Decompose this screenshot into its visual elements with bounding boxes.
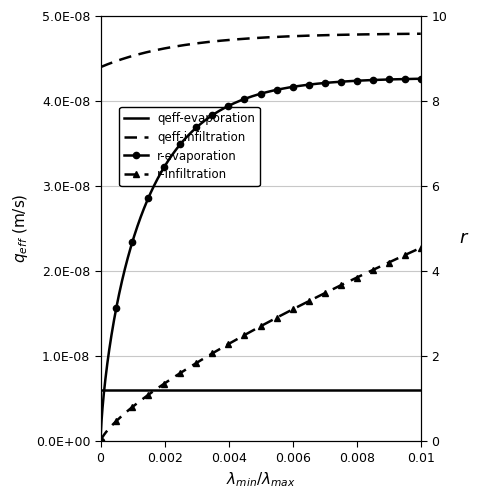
qeff-infiltration (98, 64, 104, 70)
r-evaporation (348, 78, 353, 84)
qeff-infiltration (418, 30, 424, 36)
r-evaporation (131, 236, 136, 242)
qeff-evaporation (239, 387, 244, 393)
r-infiltration (98, 438, 104, 444)
qeff-infiltration (353, 32, 359, 38)
qeff-evaporation (227, 387, 233, 393)
qeff-evaporation (98, 387, 104, 393)
r-infiltration (418, 245, 424, 251)
qeff-evaporation (348, 387, 353, 393)
r-evaporation (227, 102, 233, 108)
qeff-infiltration (131, 52, 136, 59)
r-evaporation (353, 78, 359, 84)
r-infiltration (227, 340, 233, 346)
r-evaporation (98, 438, 104, 444)
Y-axis label: $r$: $r$ (458, 228, 469, 246)
qeff-infiltration (318, 32, 324, 38)
Line: r-infiltration: r-infiltration (97, 244, 424, 444)
r-evaporation (418, 76, 424, 82)
qeff-evaporation (353, 387, 359, 393)
qeff-infiltration (348, 32, 353, 38)
qeff-evaporation (318, 387, 324, 393)
Legend: qeff-evaporation, qeff-infiltration, r-evaporation, r-infiltration: qeff-evaporation, qeff-infiltration, r-e… (120, 107, 260, 186)
Line: qeff-infiltration: qeff-infiltration (101, 34, 421, 67)
qeff-evaporation (418, 387, 424, 393)
r-infiltration (353, 275, 359, 281)
Line: r-evaporation: r-evaporation (97, 76, 424, 444)
r-infiltration (318, 292, 324, 298)
r-evaporation (318, 80, 324, 86)
r-infiltration (348, 278, 353, 283)
qeff-evaporation (131, 387, 136, 393)
r-infiltration (131, 404, 136, 409)
Y-axis label: $q_{eff}$ (m/s): $q_{eff}$ (m/s) (11, 194, 30, 264)
qeff-infiltration (227, 37, 233, 43)
r-infiltration (239, 334, 244, 340)
qeff-infiltration (239, 36, 244, 42)
X-axis label: $\lambda_{min}/\lambda_{max}$: $\lambda_{min}/\lambda_{max}$ (226, 470, 296, 489)
r-evaporation (239, 97, 244, 103)
